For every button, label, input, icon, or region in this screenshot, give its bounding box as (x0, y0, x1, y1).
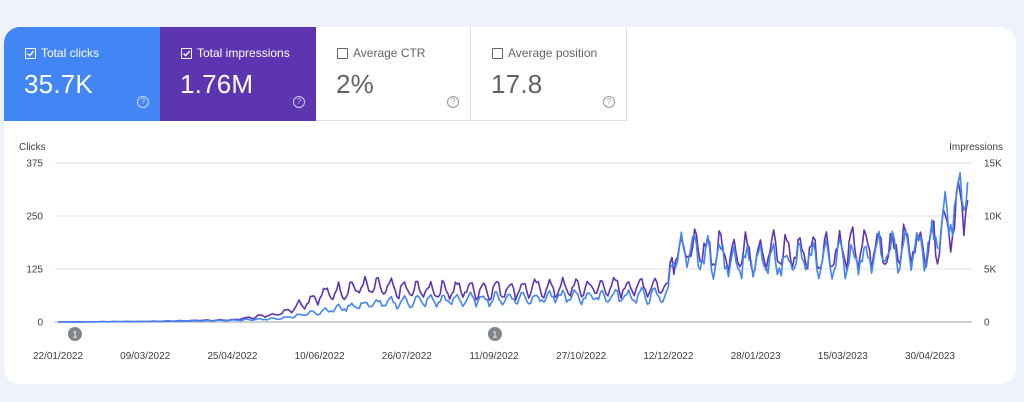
total-clicks-label: Total clicks (41, 46, 100, 60)
help-icon[interactable]: ? (603, 96, 615, 108)
total-impressions-checkbox-icon[interactable] (181, 48, 192, 59)
metric-tiles: Total clicks 35.7K ? Total impressions 1… (4, 27, 627, 121)
total-impressions-label: Total impressions (197, 46, 290, 60)
x-tick-label: 27/10/2022 (556, 351, 606, 362)
impressions-series-line (58, 180, 969, 323)
left-tick-label: 250 (26, 212, 43, 223)
performance-card: Total clicks 35.7K ? Total impressions 1… (4, 27, 1016, 384)
x-tick-label: 22/01/2022 (33, 351, 83, 362)
right-tick-label: 0 (984, 318, 990, 329)
x-tick-label: 28/01/2023 (731, 351, 781, 362)
average-position-checkbox-icon[interactable] (492, 48, 503, 59)
right-tick-label: 5K (984, 265, 997, 276)
x-tick-label: 09/03/2022 (120, 351, 170, 362)
help-icon[interactable]: ? (293, 96, 305, 108)
annotation-label: 1 (72, 330, 77, 340)
total-impressions-value: 1.76M (180, 69, 254, 99)
average-ctr-checkbox-icon[interactable] (337, 48, 348, 59)
average-position-value: 17.8 (491, 69, 543, 99)
average-position-label: Average position (508, 46, 598, 60)
x-tick-label: 25/04/2022 (207, 351, 257, 362)
right-tick-label: 15K (984, 159, 1002, 170)
left-tick-label: 375 (26, 159, 43, 170)
annotation-marker[interactable] (67, 327, 82, 341)
clicks-series-line (58, 171, 969, 323)
total-clicks-checkbox-icon[interactable] (25, 48, 36, 59)
x-tick-label: 11/09/2022 (469, 351, 519, 362)
x-tick-label: 12/12/2022 (643, 351, 693, 362)
average-ctr-value: 2% (336, 69, 374, 99)
right-axis-label: Impressions (949, 142, 1003, 153)
performance-chart[interactable]: 375 15K 250 10K 125 5K 0 0 22/01/2022 09/03/2022 2… (4, 27, 1016, 384)
x-tick-label: 26/07/2022 (382, 351, 432, 362)
left-axis-label: Clicks (19, 142, 46, 153)
annotation-marker[interactable] (487, 327, 502, 341)
total-impressions-tile[interactable]: Total impressions 1.76M ? (160, 27, 316, 121)
annotation-label: 1 (492, 330, 497, 340)
x-tick-label: 10/06/2022 (295, 351, 345, 362)
right-tick-label: 10K (984, 212, 1002, 223)
help-icon[interactable]: ? (137, 96, 149, 108)
x-tick-label: 30/04/2023 (905, 351, 955, 362)
left-tick-label: 0 (37, 318, 43, 329)
average-position-tile[interactable]: Average position 17.8 ? (471, 27, 627, 121)
average-ctr-tile[interactable]: Average CTR 2% ? (316, 27, 471, 121)
total-clicks-value: 35.7K (24, 69, 93, 99)
total-clicks-tile[interactable]: Total clicks 35.7K ? (4, 27, 160, 121)
average-ctr-label: Average CTR (353, 46, 426, 60)
x-tick-label: 15/03/2023 (818, 351, 868, 362)
help-icon[interactable]: ? (447, 96, 459, 108)
left-tick-label: 125 (26, 265, 43, 276)
